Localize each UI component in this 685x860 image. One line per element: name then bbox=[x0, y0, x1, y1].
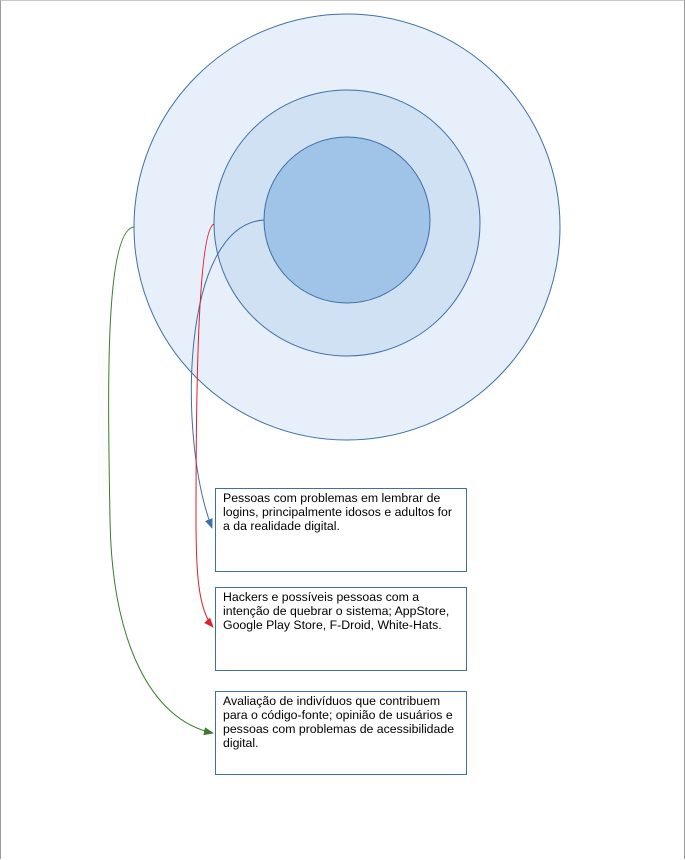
inner-circle bbox=[263, 136, 431, 304]
note-text-hackers: Hackers e possíveis pessoas com a intenç… bbox=[223, 590, 450, 632]
connector-red bbox=[195, 223, 215, 628]
note-text-users: Pessoas com problemas em lembrar de logi… bbox=[223, 491, 452, 533]
note-text-contributors: Avaliação de indivíduos que contribuem p… bbox=[223, 694, 455, 750]
note-box-users: Pessoas com problemas em lembrar de logi… bbox=[215, 488, 467, 572]
connector-green bbox=[108, 226, 214, 736]
connector-blue bbox=[190, 219, 265, 529]
note-box-hackers: Hackers e possíveis pessoas com a intenç… bbox=[215, 587, 467, 671]
note-box-contributors: Avaliação de indivíduos que contribuem p… bbox=[215, 691, 467, 775]
